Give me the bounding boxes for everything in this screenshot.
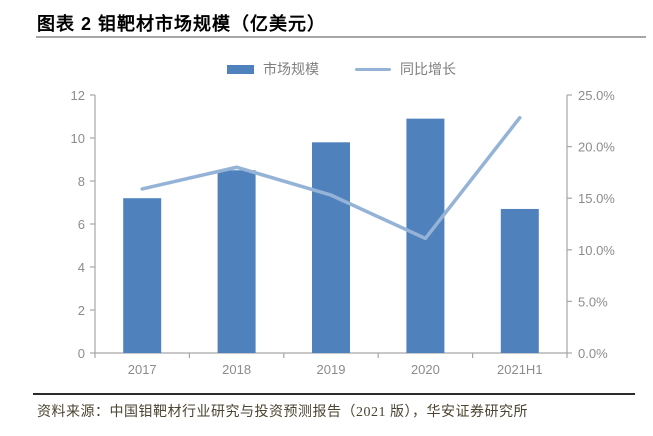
chart-title: 图表 2 钼靶材市场规模（亿美元） <box>37 14 327 34</box>
x-axis-category-label: 2019 <box>317 362 346 377</box>
left-axis-tick-label: 12 <box>71 88 85 103</box>
chart-canvas: 0 2 4 6 8 10 12 0.0% 5.0% 10.0% 15.0% 20.0% 25.0% 201… <box>71 88 616 377</box>
legend-label-yoy-growth: 同比增长 <box>400 61 456 77</box>
right-axis-tick-label: 0.0% <box>578 346 608 361</box>
left-axis-tick-label: 0 <box>78 346 85 361</box>
right-axis-tick-label: 5.0% <box>578 294 608 309</box>
right-axis-tick-label: 15.0% <box>578 191 615 206</box>
right-axis-tick-label: 25.0% <box>578 88 615 103</box>
line-series-swatch <box>355 67 391 71</box>
x-axis-category-label: 2018 <box>222 362 251 377</box>
bar-2018 <box>217 170 256 353</box>
title-divider <box>36 36 646 38</box>
legend-label-market-size: 市场规模 <box>263 61 319 77</box>
bar-2021H1 <box>500 208 539 353</box>
legend-item-yoy-growth: 同比增长 <box>355 59 456 79</box>
left-axis-tick-label: 4 <box>78 260 85 275</box>
x-axis-category-label: 2020 <box>411 362 440 377</box>
left-axis-tick-label: 6 <box>78 217 85 232</box>
right-axis-tick-label: 20.0% <box>578 140 615 155</box>
bar-series-swatch <box>227 64 254 74</box>
source-divider <box>33 393 635 395</box>
left-axis-tick-label: 8 <box>78 174 85 189</box>
x-axis-category-label: 2017 <box>128 362 157 377</box>
bar-2017 <box>123 198 162 353</box>
yoy-growth-line <box>140 115 522 241</box>
source-note: 资料来源：中国钼靶材行业研究与投资预测报告（2021 版），华安证券研究所 <box>37 405 528 420</box>
right-axis-tick-label: 10.0% <box>578 243 615 258</box>
x-axis-category-label: 2021H1 <box>497 362 543 377</box>
chart-legend: 市场规模 同比增长 <box>0 59 653 79</box>
legend-item-market-size: 市场规模 <box>227 59 319 79</box>
combo-chart: 0 2 4 6 8 10 12 0.0% 5.0% 10.0% 15.0% 20.0% 25.0% 201… <box>71 88 616 377</box>
bar-2019 <box>312 142 350 353</box>
left-axis-tick-label: 2 <box>78 303 85 318</box>
left-axis-tick-label: 10 <box>71 131 85 146</box>
